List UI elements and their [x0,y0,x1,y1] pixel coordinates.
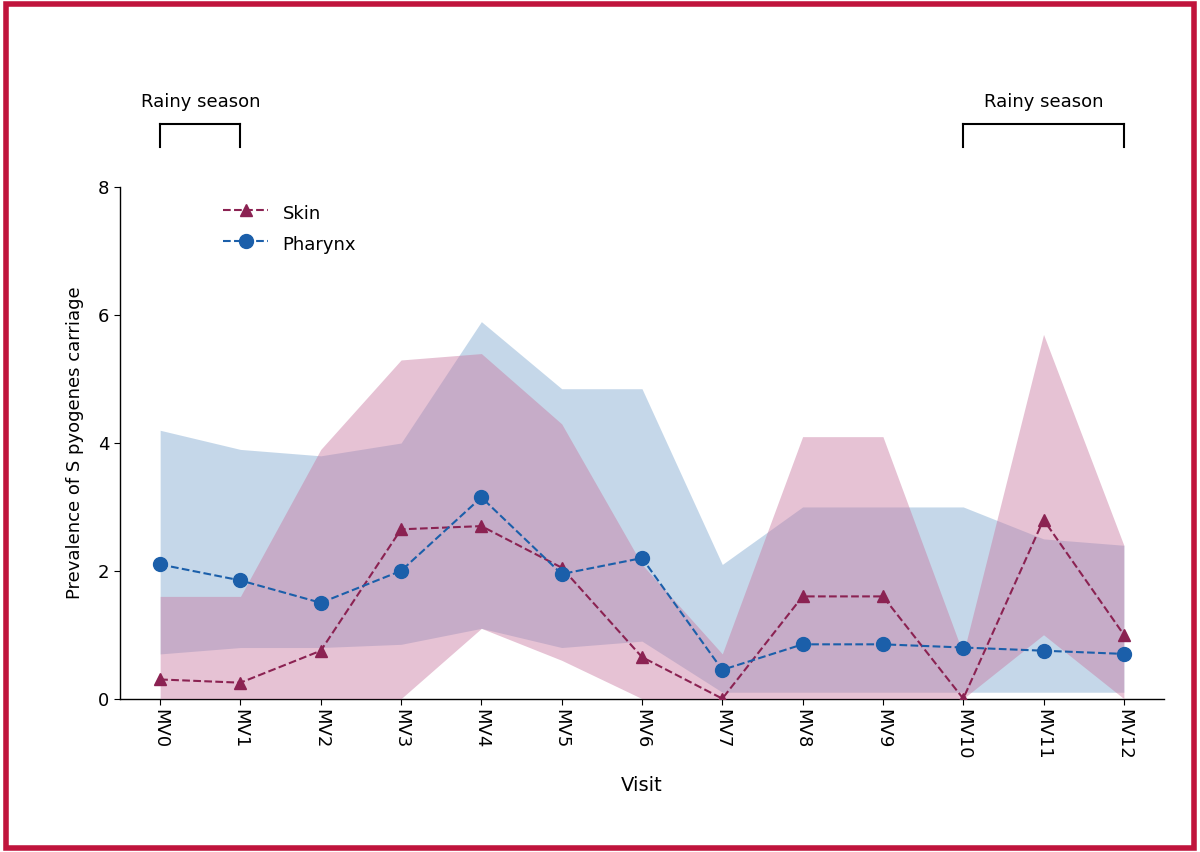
Legend: Skin, Pharynx: Skin, Pharynx [223,202,356,255]
X-axis label: Visit: Visit [622,776,662,796]
Text: Rainy season: Rainy season [984,93,1103,111]
Text: Rainy season: Rainy season [140,93,260,111]
Y-axis label: Prevalence of S pyogenes carriage: Prevalence of S pyogenes carriage [66,287,84,599]
